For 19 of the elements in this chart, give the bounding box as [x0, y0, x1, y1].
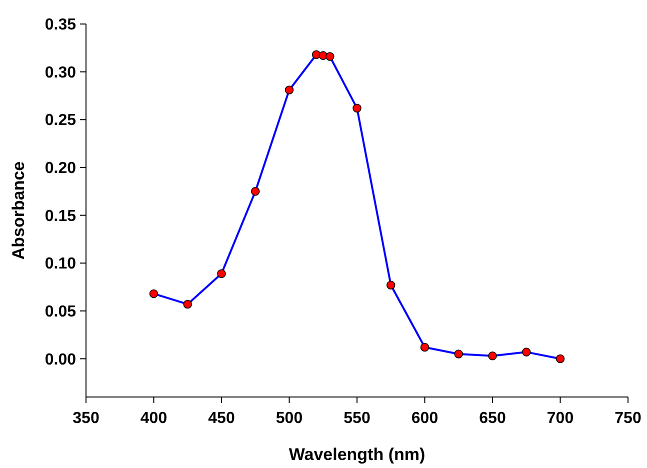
x-tick-label: 600 — [411, 410, 438, 427]
y-axis-title: Absorbance — [9, 161, 28, 260]
x-tick-label: 500 — [276, 410, 303, 427]
y-tick-label: 0.00 — [44, 351, 76, 368]
x-tick-label: 750 — [614, 410, 642, 427]
x-tick-label: 650 — [479, 410, 506, 427]
y-tick-label: 0.35 — [44, 16, 76, 34]
x-tick-label: 450 — [208, 410, 235, 427]
y-tick-label: 0.30 — [44, 64, 76, 82]
y-tick-label: 0.10 — [44, 256, 76, 273]
x-tick-label: 350 — [72, 410, 100, 427]
x-tick-label: 550 — [344, 410, 370, 427]
y-tick-label: 0.25 — [44, 112, 76, 130]
x-tick-label: 700 — [546, 410, 574, 427]
y-tick-label: 0.05 — [44, 304, 76, 321]
x-axis-title: Wavelength (nm) — [288, 445, 426, 464]
y-tick-label: 0.20 — [44, 160, 76, 178]
y-tick-label: 0.15 — [44, 208, 76, 225]
x-tick-label: 400 — [140, 410, 168, 427]
